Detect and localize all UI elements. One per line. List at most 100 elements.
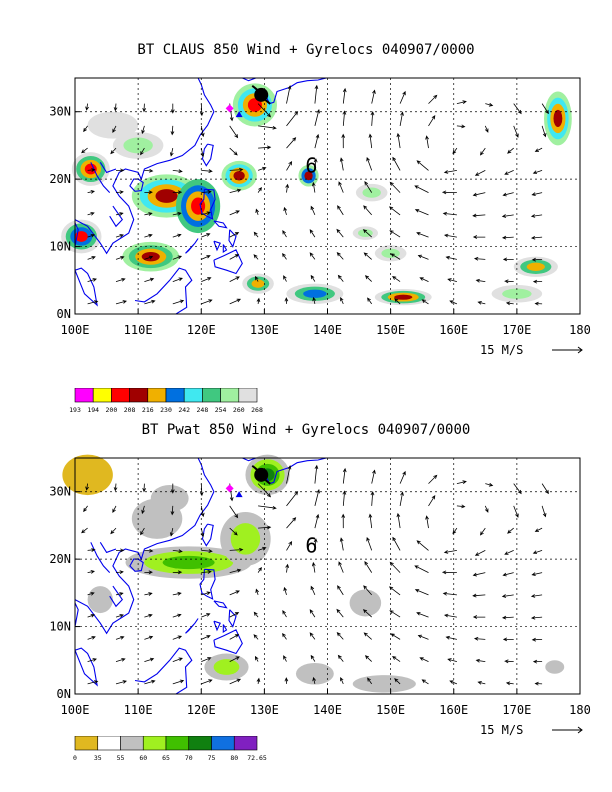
pwat-map-coast-segment xyxy=(262,458,328,485)
claus-map-wind-arrow xyxy=(284,297,289,304)
claus-colorbar-label: 208 xyxy=(124,406,136,414)
claus-map-coast-segment xyxy=(75,267,98,307)
pwat-map-wind-arrow xyxy=(115,614,124,618)
pwat-map-wind-arrow xyxy=(115,592,124,596)
claus-map-wind-arrow xyxy=(85,103,89,111)
claus-map-wind-arrow xyxy=(428,114,436,127)
pwat-map-x-tick-label: 150E xyxy=(376,703,405,717)
pwat-map-wind-arrow xyxy=(81,527,88,534)
pwat-map-coast-segment xyxy=(129,558,144,572)
claus-map-wind-arrow xyxy=(456,124,466,129)
pwat-map-y-tick-label: 30N xyxy=(49,485,71,499)
pwat-map-vector-scale-arrow xyxy=(552,726,583,734)
pwat-map-wind-arrow xyxy=(110,527,117,535)
claus-map-wind-arrow xyxy=(201,255,211,260)
pwat-map-wind-arrow xyxy=(414,565,429,573)
pwat-map-storm-label: 6 xyxy=(305,533,317,557)
pwat-map-coast-segment xyxy=(213,600,228,609)
pwat-map-wind-arrow xyxy=(201,591,211,596)
pwat-map-grid xyxy=(75,458,580,694)
pwat-map-wind-arrow xyxy=(541,505,547,518)
claus-map-gyre-triangle xyxy=(235,111,243,118)
claus-map-cell xyxy=(247,98,262,112)
claus-map-wind-arrow xyxy=(115,256,125,260)
pwat-map-wind-arrow xyxy=(479,527,486,536)
claus-map-wind-arrow xyxy=(144,277,155,282)
pwat-map-wind-arrow xyxy=(309,609,316,618)
pwat-map-wind-arrow xyxy=(284,677,289,684)
claus-map-wind-arrow xyxy=(311,181,316,193)
pwat-map-plot: 6 100E 110E 120E 130E 140E 150E 160E 170E 180 0N 10… xyxy=(49,454,591,737)
pwat-map-wind-arrow xyxy=(475,658,486,663)
claus-map-wind-arrow xyxy=(87,190,96,194)
pwat-map-wind-arrow xyxy=(531,637,543,642)
claus-map-field xyxy=(61,83,572,306)
pwat-map-wind-arrow xyxy=(341,513,346,529)
claus-map-wind-arrow xyxy=(364,275,372,282)
pwat-map-wind-arrow xyxy=(337,654,344,662)
claus-map-wind-arrow xyxy=(172,211,182,216)
pwat-map-wind-arrow xyxy=(172,549,183,553)
pwat-map-wind-arrow xyxy=(472,572,486,577)
pwat-map-wind-arrow xyxy=(389,561,401,573)
pwat-map-wind-arrow xyxy=(534,681,543,686)
claus-map-wind-arrow xyxy=(341,133,346,149)
claus-map-wind-arrow xyxy=(473,256,486,261)
pwat-map-wind-arrow xyxy=(389,610,401,618)
pwat-map-wind-arrow xyxy=(530,615,543,620)
claus-map-coast-segment xyxy=(129,178,144,192)
pwat-map-wind-arrow xyxy=(445,635,457,640)
claus-map-wind-arrow xyxy=(314,108,320,126)
pwat-map-wind-arrow xyxy=(286,490,299,507)
pwat-map-wind-arrow xyxy=(229,656,240,662)
claus-map-wind-arrow xyxy=(81,147,88,154)
pwat-map-wind-arrow xyxy=(314,464,319,484)
claus-map-wind-arrow xyxy=(87,212,95,216)
claus-colorbar-label: 268 xyxy=(251,406,263,414)
pwat-map-wind-arrow xyxy=(140,527,145,536)
pwat-map-wind-arrow xyxy=(286,541,293,551)
claus-map-wind-arrow xyxy=(87,278,97,282)
claus-map-grid xyxy=(75,78,580,314)
claus-map-wind-arrow xyxy=(399,111,404,126)
claus-map-wind-arrow xyxy=(475,278,486,283)
claus-map-wind-arrow xyxy=(257,103,272,118)
pwat-map-wind-arrow xyxy=(255,588,259,596)
claus-map-wind-arrow xyxy=(258,145,272,150)
claus-map-wind-arrow xyxy=(229,147,238,156)
claus-map-wind-arrow xyxy=(501,214,514,218)
pwat-map-wind-arrow xyxy=(501,594,514,598)
claus-map-wind-arrow xyxy=(253,254,259,260)
claus-map-wind-arrow xyxy=(531,192,543,196)
claus-map-wind-arrow xyxy=(414,185,429,193)
pwat-map-coast-segment xyxy=(75,458,215,635)
pwat-map-wind-arrow xyxy=(390,633,401,640)
claus-map-wind-arrow xyxy=(513,125,519,138)
pwat-map-wind-arrow xyxy=(201,635,211,640)
pwat-colorbar-swatch xyxy=(97,736,121,751)
claus-map-x-tick-label: 160E xyxy=(439,323,468,337)
claus-map-wind-arrow xyxy=(116,168,125,173)
claus-map-coast-segment xyxy=(99,162,117,174)
pwat-map-wind-arrow xyxy=(337,585,344,596)
claus-map-wind-arrow xyxy=(484,125,489,133)
pwat-map-wind-arrow xyxy=(414,589,429,596)
claus-map-wind-arrow xyxy=(229,254,240,260)
claus-map-wind-arrow xyxy=(541,125,547,138)
claus-map-wind-arrow xyxy=(313,158,318,171)
pwat-map-wind-arrow xyxy=(87,570,96,574)
pwat-map-x-tick-label: 160E xyxy=(439,703,468,717)
pwat-map-wind-arrow xyxy=(313,538,318,551)
claus-map-wind-arrow xyxy=(388,206,401,216)
claus-colorbar-label: 194 xyxy=(87,406,99,414)
pwat-map-wind-arrow xyxy=(428,474,438,484)
claus-map-wind-arrow xyxy=(172,255,183,260)
pwat-map-wind-arrow xyxy=(115,570,124,575)
pwat-map-wind-arrow xyxy=(447,658,458,662)
claus-map-wind-arrow xyxy=(115,212,124,216)
claus-map-cell xyxy=(74,231,88,242)
claus-map-cell xyxy=(362,187,381,198)
pwat-map-wind-arrow xyxy=(312,676,317,684)
claus-map-wind-arrow xyxy=(87,168,96,172)
pwat-map-coast-segment xyxy=(75,602,79,651)
